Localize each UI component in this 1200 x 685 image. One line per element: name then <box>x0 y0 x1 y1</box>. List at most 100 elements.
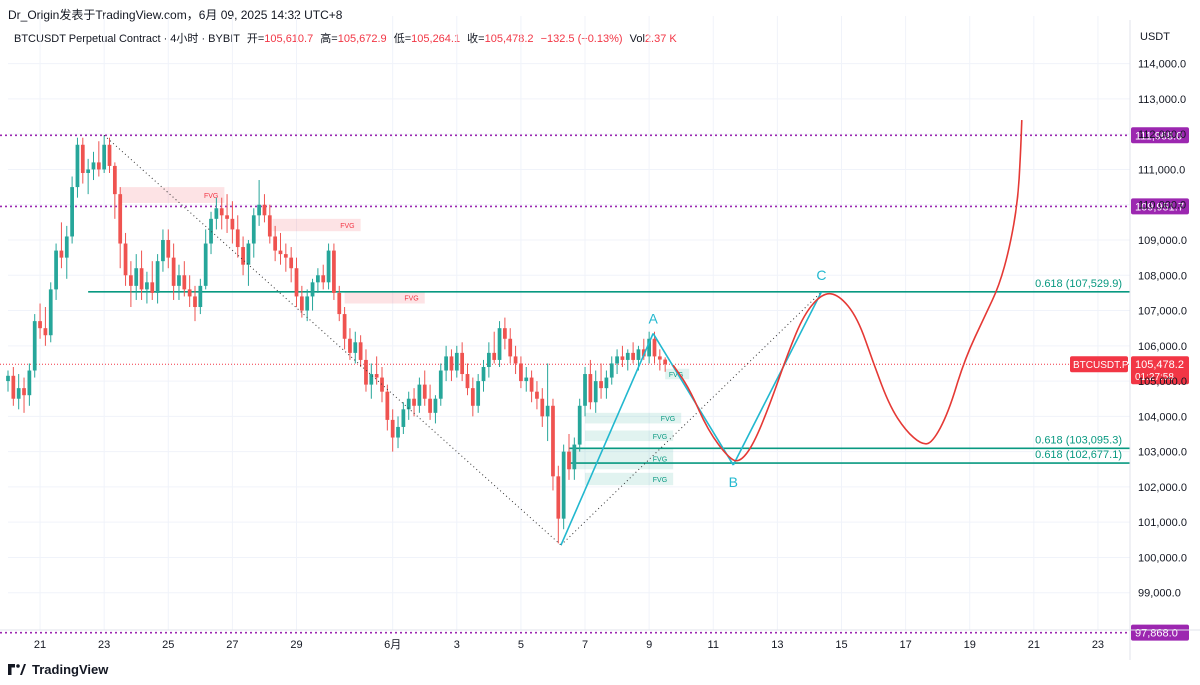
candle-body <box>337 292 342 315</box>
price-tick-label: 106,000.0 <box>1138 341 1187 353</box>
price-unit-label[interactable]: USDT <box>1140 31 1170 43</box>
candle-body <box>540 398 545 417</box>
candle-body <box>134 268 139 286</box>
candle-body <box>374 374 379 378</box>
candle <box>620 345 625 367</box>
candle-body <box>11 375 16 399</box>
candle-body <box>561 451 566 519</box>
current-price-badge <box>1131 356 1189 385</box>
candle <box>246 240 251 286</box>
candlestick-chart[interactable]: FVG FVG FVG FVG FVG FVG FVG FVG 111,968.0 109,95… <box>0 0 1200 660</box>
candle-body <box>177 275 181 286</box>
fvg-label: FVG <box>404 295 418 302</box>
candle-body <box>535 391 539 399</box>
candles <box>6 135 668 544</box>
current-symbol-text: BTCUSDT.P <box>1073 360 1129 371</box>
candle <box>32 314 37 378</box>
tradingview-brand: TradingView <box>32 662 109 677</box>
fvg-zone <box>120 187 225 203</box>
candle <box>390 409 395 452</box>
candle <box>545 363 550 442</box>
candle-body <box>390 419 395 438</box>
candle <box>486 342 491 378</box>
time-tick-label: 7 <box>582 639 588 651</box>
time-tick-label: 13 <box>771 639 783 651</box>
candle <box>54 243 58 300</box>
candle-body <box>428 398 432 413</box>
candle <box>86 158 91 195</box>
candle <box>438 363 443 406</box>
price-tick-label: 112,000.0 <box>1138 129 1186 141</box>
candle <box>599 363 603 399</box>
tradingview-footer[interactable]: TradingView <box>8 662 108 677</box>
candle <box>337 285 342 322</box>
candle <box>342 307 347 350</box>
candle-body <box>251 215 256 244</box>
candle-body <box>583 374 587 406</box>
candle <box>289 247 294 283</box>
candle <box>647 331 652 364</box>
candle <box>171 243 176 300</box>
horizontal-levels: 111,968.0 109,951.7 97,868.0 0.618 (107,529… <box>0 127 1189 641</box>
candle-body <box>519 363 523 382</box>
candle-body <box>209 218 213 244</box>
candle <box>177 264 181 300</box>
candle-body <box>54 250 58 290</box>
candle-body <box>198 285 203 308</box>
candle-body <box>647 338 652 357</box>
time-tick-label: 23 <box>1092 639 1104 651</box>
price-level-badge <box>1131 127 1189 144</box>
open-value: 105,610.7 <box>264 33 314 45</box>
candle-body <box>155 261 160 293</box>
candle <box>321 264 326 290</box>
candle <box>187 275 192 308</box>
price-tick-label: 103,000.0 <box>1138 447 1187 459</box>
candle-body <box>22 388 26 396</box>
candle <box>182 261 187 297</box>
candle-body <box>75 144 80 188</box>
candle-body <box>118 194 123 244</box>
fvg-label: FVG <box>653 434 667 441</box>
candle-body <box>438 370 443 399</box>
time-tick-label: 6月 <box>384 639 401 651</box>
candle <box>465 363 470 396</box>
candle-body <box>332 250 336 293</box>
candle <box>529 370 534 403</box>
fib-level-label: 0.618 (102,677.1) <box>1035 449 1122 461</box>
pattern-leg <box>560 333 654 546</box>
price-tick-label: 104,000.0 <box>1138 411 1187 423</box>
candle-body <box>641 349 646 357</box>
low-label: 低= <box>393 33 412 45</box>
price-level-badge <box>1131 624 1189 641</box>
publisher-line: Dr_Origin发表于TradingView.com，6月 09, 2025 … <box>8 8 343 22</box>
symbol-name[interactable]: BTCUSDT Perpetual Contract · 4小时 · BYBIT <box>14 33 240 45</box>
candle-body <box>503 328 507 339</box>
price-level-badge <box>1131 198 1189 215</box>
candle-body <box>316 275 320 283</box>
candle <box>59 222 64 269</box>
candle <box>406 391 411 420</box>
candle-body <box>422 384 427 399</box>
candle-body <box>529 377 534 392</box>
time-tick-label: 9 <box>646 639 652 651</box>
candle-body <box>353 342 358 353</box>
time-tick-label: 11 <box>708 639 719 651</box>
candle-body <box>161 240 165 262</box>
candle <box>112 162 117 219</box>
candle <box>567 434 571 480</box>
candle-body <box>38 321 42 329</box>
candle-body <box>321 275 326 283</box>
candle-body <box>145 282 149 290</box>
candle-body <box>588 374 593 403</box>
candle <box>540 388 545 427</box>
candle-body <box>358 342 363 360</box>
fvg-zone <box>272 218 361 232</box>
candle <box>6 370 10 392</box>
candle-body <box>385 391 390 420</box>
candle-body <box>96 162 101 170</box>
candle-body <box>48 289 53 336</box>
candle-body <box>567 451 571 470</box>
candle <box>193 285 197 322</box>
candle-body <box>59 250 64 258</box>
candle <box>433 395 438 424</box>
